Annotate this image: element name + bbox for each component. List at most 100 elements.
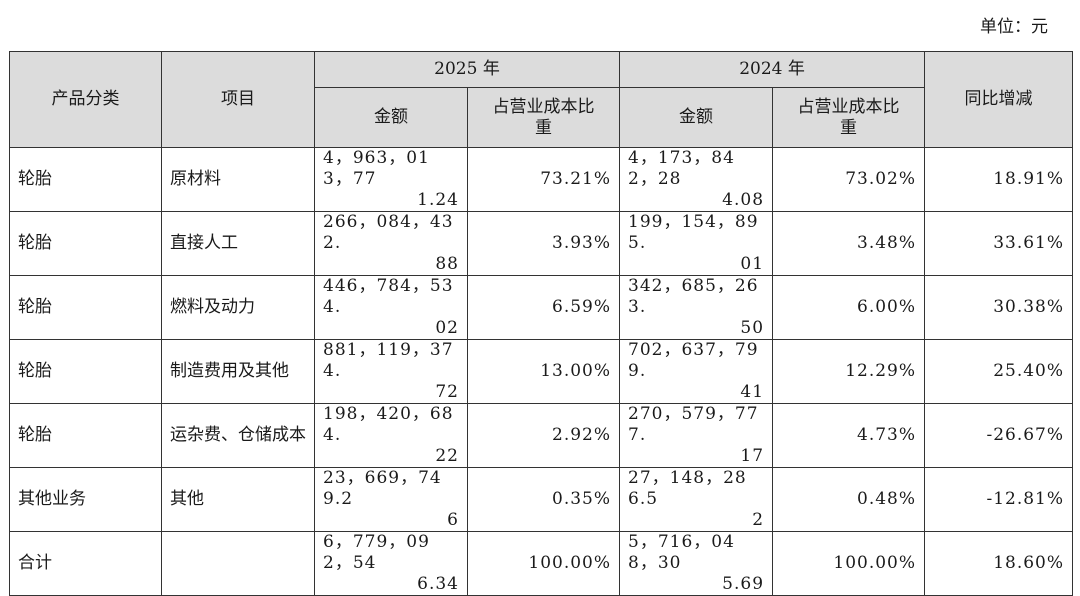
yoy-text: 25.40% — [993, 361, 1065, 381]
amount-line1: 4，173，842，28 — [628, 148, 735, 189]
table-row: 轮胎 制造费用及其他 881，119，374. 72 13.00% 702，637，799… — [9, 339, 1074, 404]
category-text: 其他业务 — [18, 489, 86, 509]
amount-line1: 198，420，684. — [323, 404, 454, 445]
amount-line1: 881，119，374. — [323, 340, 454, 381]
amount-line1: 446，784，534. — [323, 276, 454, 317]
cell-item: 原材料 — [161, 147, 315, 212]
cell-amount-2024: 5，716，048，30 5.69 — [619, 531, 774, 596]
cell-share-2024: 12.29% — [772, 339, 926, 404]
cell-share-2025: 3.93% — [466, 211, 621, 276]
cell-item: 燃料及动力 — [161, 275, 315, 340]
cell-item — [161, 531, 315, 596]
share-text: 100.00% — [528, 553, 612, 573]
share-text: 0.35% — [552, 489, 612, 509]
cell-share-2024: 3.48% — [772, 211, 926, 276]
cell-amount-2025: 446，784，534. 02 — [314, 275, 468, 340]
cell-category: 轮胎 — [9, 403, 162, 468]
cell-share-2024: 6.00% — [772, 275, 926, 340]
header-amount-2024: 金额 — [619, 87, 774, 148]
table-body: 轮胎 原材料 4，963，013，77 1.24 73.21% 4，173，842，28 4… — [9, 147, 1074, 596]
cell-yoy: 30.38% — [924, 275, 1074, 340]
yoy-text: 33.61% — [993, 233, 1065, 253]
amount-line2: 01 — [740, 254, 765, 274]
share-text: 2.92% — [552, 425, 612, 445]
cell-share-2024: 100.00% — [772, 531, 926, 596]
item-text: 制造费用及其他 — [170, 361, 289, 381]
cell-amount-2025: 266，084，432. 88 — [314, 211, 468, 276]
cell-amount-2025: 4，963，013，77 1.24 — [314, 147, 468, 212]
cell-share-2024: 4.73% — [772, 403, 926, 468]
cell-yoy: 33.61% — [924, 211, 1074, 276]
cell-amount-2024: 199，154，895. 01 — [619, 211, 774, 276]
amount-line2: 6.34 — [417, 574, 459, 594]
amount-line2: 72 — [435, 382, 459, 402]
unit-label: 单位：元 — [980, 17, 1048, 37]
amount-line1: 4，963，013，77 — [323, 148, 430, 189]
item-text: 直接人工 — [170, 233, 238, 253]
share-text: 13.00% — [540, 361, 612, 381]
category-text: 轮胎 — [18, 169, 52, 189]
amount-line1: 199，154，895. — [628, 212, 759, 253]
share-text: 3.93% — [552, 233, 612, 253]
amount-line1: 266，084，432. — [323, 212, 454, 253]
cell-item: 运杂费、仓储成本 — [161, 403, 315, 468]
category-text: 轮胎 — [18, 233, 52, 253]
cell-yoy: 18.91% — [924, 147, 1074, 212]
cell-share-2025: 0.35% — [466, 467, 621, 532]
share-text: 0.48% — [857, 489, 917, 509]
cell-share-2025: 6.59% — [466, 275, 621, 340]
header-share-2025: 占营业成本比 重 — [466, 87, 621, 148]
amount-line1: 5，716，048，30 — [628, 532, 735, 573]
share-text: 12.29% — [845, 361, 917, 381]
cell-category: 轮胎 — [9, 275, 162, 340]
cell-category: 轮胎 — [9, 147, 162, 212]
item-text: 原材料 — [170, 169, 221, 189]
amount-line2: 2 — [752, 510, 765, 530]
header-item: 项目 — [161, 51, 315, 148]
cell-amount-2024: 342，685，263. 50 — [619, 275, 774, 340]
header-share-line2: 重 — [840, 117, 858, 138]
table-row: 轮胎 运杂费、仓储成本 198，420，684. 22 2.92% 270，579，777… — [9, 403, 1074, 468]
share-text: 73.21% — [540, 169, 612, 189]
cell-amount-2025: 6，779，092，54 6.34 — [314, 531, 468, 596]
cell-share-2025: 73.21% — [466, 147, 621, 212]
table-row: 轮胎 原材料 4，963，013，77 1.24 73.21% 4，173，842，28 4… — [9, 147, 1074, 212]
cell-amount-2024: 270，579，777. 17 — [619, 403, 774, 468]
share-text: 100.00% — [833, 553, 917, 573]
amount-line1: 23，669，749.2 — [323, 468, 442, 509]
share-text: 6.00% — [857, 297, 917, 317]
yoy-text: 30.38% — [993, 297, 1065, 317]
cell-amount-2024: 27，148，286.5 2 — [619, 467, 774, 532]
share-text: 3.48% — [857, 233, 917, 253]
header-yoy: 同比增减 — [924, 51, 1074, 148]
category-text: 轮胎 — [18, 425, 52, 445]
cost-composition-table: 产品分类 项目 2025 年 2024 年 同比增减 金额 占营业成本比 重 金… — [9, 51, 1074, 596]
cell-amount-2024: 4，173，842，28 4.08 — [619, 147, 774, 212]
item-text: 其他 — [170, 489, 204, 509]
header-year-2024: 2024 年 — [619, 51, 926, 88]
category-text: 轮胎 — [18, 297, 52, 317]
category-text: 合计 — [18, 553, 52, 573]
amount-line2: 22 — [435, 446, 459, 466]
cell-yoy: -26.67% — [924, 403, 1074, 468]
cell-amount-2025: 881，119，374. 72 — [314, 339, 468, 404]
cell-category: 轮胎 — [9, 339, 162, 404]
cell-item: 直接人工 — [161, 211, 315, 276]
amount-line1: 270，579，777. — [628, 404, 759, 445]
amount-line2: 41 — [740, 382, 765, 402]
table-row: 其他业务 其他 23，669，749.2 6 0.35% 27，148，286.5 2 0.4… — [9, 467, 1074, 532]
cell-amount-2024: 702，637，799. 41 — [619, 339, 774, 404]
amount-line1: 702，637，799. — [628, 340, 759, 381]
cell-share-2025: 13.00% — [466, 339, 621, 404]
amount-line1: 27，148，286.5 — [628, 468, 747, 509]
cell-share-2024: 0.48% — [772, 467, 926, 532]
cell-item: 制造费用及其他 — [161, 339, 315, 404]
amount-line2: 1.24 — [417, 190, 459, 210]
header-share-line1: 占营业成本比 — [797, 96, 900, 117]
amount-line2: 6 — [447, 510, 459, 530]
cell-yoy: 18.60% — [924, 531, 1074, 596]
table-row: 合计 6，779，092，54 6.34 100.00% 5，716，048，30 5.6… — [9, 531, 1074, 596]
table-row: 轮胎 燃料及动力 446，784，534. 02 6.59% 342，685，263. 50… — [9, 275, 1074, 340]
item-text: 运杂费、仓储成本 — [170, 425, 306, 445]
cell-share-2025: 100.00% — [466, 531, 621, 596]
